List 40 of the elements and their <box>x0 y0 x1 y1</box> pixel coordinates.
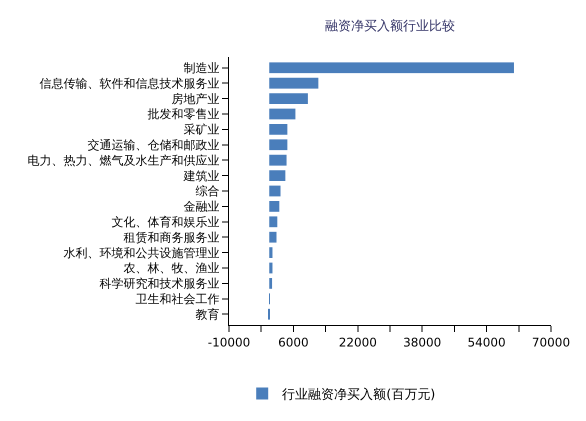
bar <box>269 216 278 228</box>
y-tick-label: 建筑业 <box>182 168 220 183</box>
bar <box>269 154 287 166</box>
y-tick-label: 批发和零售业 <box>148 107 220 122</box>
bar <box>269 78 318 89</box>
y-tick-label: 科学研究和技术服务业 <box>100 276 220 291</box>
x-tick-label: 54000 <box>468 335 506 350</box>
bar <box>269 93 308 104</box>
y-tick-label: 水利、环境和公共设施管理业 <box>64 246 220 260</box>
bar <box>269 201 280 212</box>
y-tick-label: 交通运输、仓储和邮政业 <box>88 138 220 152</box>
y-tick-label: 农、林、牧、渔业 <box>124 261 220 276</box>
y-tick-label: 电力、热力、燃气及水生产和供应业 <box>28 153 220 168</box>
bar <box>269 124 288 135</box>
bar <box>269 186 281 196</box>
bar <box>269 62 514 74</box>
bar <box>269 262 272 274</box>
y-tick-label: 信息传输、软件和信息技术服务业 <box>40 76 220 90</box>
y-tick-label: 租赁和商务服务业 <box>124 230 220 244</box>
x-tick-label: -10000 <box>208 335 250 350</box>
y-tick-label: 制造业 <box>184 60 220 75</box>
y-tick-label: 金融业 <box>184 200 220 214</box>
bar <box>269 139 288 150</box>
y-tick-label: 房地产业 <box>172 92 220 106</box>
y-tick-label: 采矿业 <box>184 122 220 137</box>
bar <box>269 278 272 289</box>
bar <box>269 108 296 120</box>
x-tick-label: 70000 <box>532 335 570 350</box>
bar <box>269 232 276 243</box>
x-tick-label: 22000 <box>338 335 377 350</box>
y-tick-label: 卫生和社会工作 <box>136 292 220 306</box>
x-tick-label: 6000 <box>278 335 309 350</box>
chart-title: 融资净买入额行业比较 <box>325 19 455 34</box>
y-tick-label: 文化、体育和娱乐业 <box>112 215 220 229</box>
y-tick-label: 教育 <box>196 307 220 322</box>
bar <box>269 170 286 181</box>
legend-label: 行业融资净买入额(百万元) <box>282 388 436 403</box>
bar <box>269 247 272 258</box>
x-tick-label: 38000 <box>403 335 442 350</box>
y-tick-label: 综合 <box>196 184 220 198</box>
